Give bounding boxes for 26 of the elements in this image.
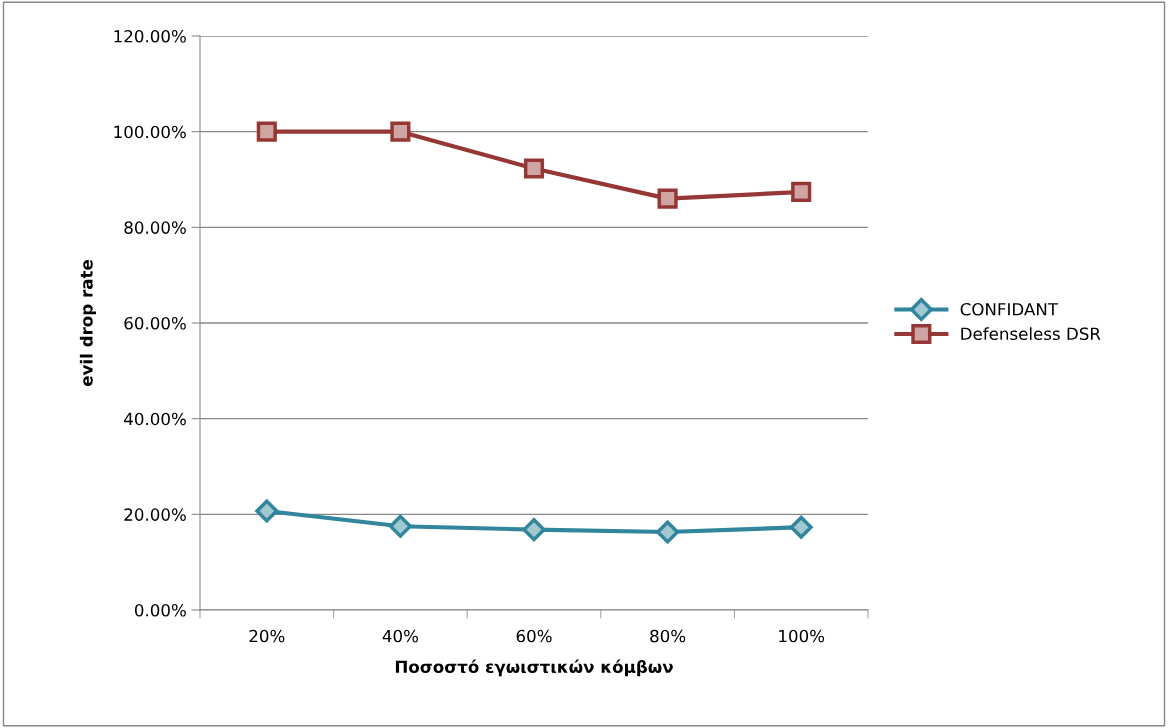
y-tick-label: 120.00% [114,29,186,43]
y-tick-label: 80.00% [124,221,186,234]
y-tick-label: 0.00% [134,603,186,617]
y-axis-title: evil drop rate [79,260,96,387]
point [657,188,678,209]
point [390,121,411,142]
x-tick-label: 40% [382,629,418,643]
x-tick-label: 100% [779,629,825,643]
y-tick-label: 40.00% [124,412,186,426]
point [255,499,279,523]
x-axis-title: Ποσοστό εγωιστικών κόμβων [395,659,673,677]
point [789,515,813,539]
y-tick-label: 60.00% [124,316,186,330]
y-tick-label: 20.00% [124,508,186,521]
x-tick-label: 80% [650,629,686,643]
legend-label: Defenseless DSR [961,327,1101,341]
point [523,158,545,179]
point [256,121,277,142]
x-tick-label: 20% [249,629,285,643]
y-tick-label: 100.00% [114,125,186,139]
point [656,520,680,544]
point [388,514,412,538]
legend-label: CONFIDANT [960,303,1059,316]
point [791,181,812,203]
x-tick-label: 60% [516,629,552,643]
point [522,518,546,542]
